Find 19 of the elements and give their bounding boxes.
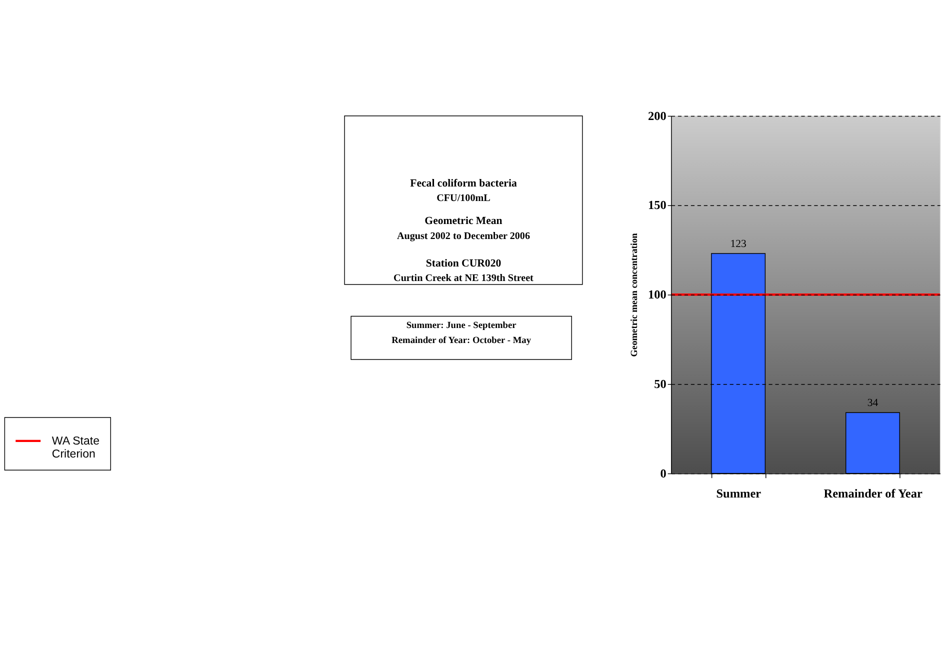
y-tick-label: 0	[660, 466, 666, 480]
text: August 2002 to December 2006	[396, 231, 530, 242]
x-tick-label: Remainder of Year	[824, 486, 923, 501]
text: Remainder of Year: October - May	[392, 336, 532, 346]
y-tick-label: 150	[648, 198, 666, 212]
y-axis-title: Geometric mean concentration	[630, 232, 640, 357]
data-label: 123	[730, 238, 746, 250]
text: Station CUR020	[426, 258, 502, 270]
y-tick-label: 200	[648, 108, 666, 123]
text: Summer: June - September	[406, 320, 516, 331]
y-tick-label: 50	[654, 376, 666, 391]
text: Fecal coliform bacteria	[410, 178, 518, 190]
text: Geometric Mean	[424, 214, 502, 227]
text: CFU/100mL	[436, 192, 491, 204]
text: Curtin Creek at NE 139th Street	[394, 272, 534, 284]
y-tick-label: 100	[648, 288, 666, 302]
x-tick-label: Summer	[716, 486, 762, 501]
legend-label: WA State Criterion	[52, 436, 100, 461]
data-label: 34	[867, 397, 879, 410]
